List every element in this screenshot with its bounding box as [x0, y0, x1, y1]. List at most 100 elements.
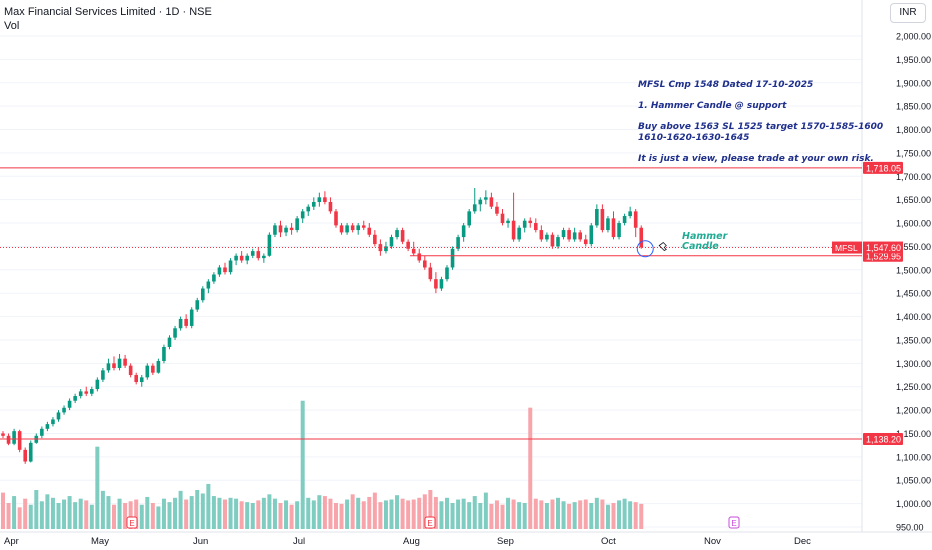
candle-body: [595, 209, 599, 226]
volume-bar: [589, 503, 594, 529]
volume-bar: [89, 504, 94, 529]
candle-body: [545, 234, 549, 240]
candle-body: [550, 234, 555, 247]
candle-body: [73, 396, 77, 401]
candle-body: [101, 370, 105, 380]
volume-bar: [622, 498, 627, 529]
volume-bar: [62, 499, 67, 529]
volume-bar: [422, 494, 427, 529]
candle-body: [606, 218, 610, 231]
candle-body: [151, 365, 155, 373]
volume-bar: [6, 503, 11, 529]
volume-bar: [489, 503, 494, 529]
candle-body: [600, 209, 605, 231]
price-level-label: 1,718.05: [866, 163, 901, 173]
volume-bar: [583, 499, 588, 529]
price-level-label: 1,529.95: [866, 251, 901, 261]
candle-body: [262, 255, 266, 259]
volume-bar: [195, 490, 200, 529]
candle-body: [461, 225, 466, 238]
volume-bar: [112, 504, 116, 529]
candle-body: [184, 318, 188, 326]
y-tick-label: 1,300.00: [896, 359, 931, 369]
x-tick-label: Sep: [497, 536, 514, 547]
volume-bar: [494, 500, 499, 529]
volume-bar: [445, 497, 449, 529]
candle-body: [306, 206, 311, 212]
volume-bar: [594, 497, 599, 529]
candle-body: [578, 232, 582, 240]
y-tick-label: 1,800.00: [896, 125, 931, 135]
volume-bar: [472, 496, 477, 529]
candle-body: [267, 234, 272, 256]
volume-bar: [328, 498, 333, 529]
candle-body: [23, 449, 27, 462]
volume-bar: [367, 496, 372, 529]
y-tick-label: 1,150.00: [896, 429, 931, 439]
candle-body: [67, 400, 72, 408]
chart-title: Max Financial Services Limited · 1D · NS…: [4, 6, 212, 18]
volume-bar: [628, 501, 633, 529]
y-tick-label: 1,200.00: [896, 406, 931, 416]
volume-bar: [439, 501, 444, 529]
candle-body: [189, 309, 194, 326]
volume-bar: [73, 502, 78, 529]
candle-body: [639, 227, 644, 248]
volume-bar: [156, 506, 161, 529]
volume-bar: [550, 499, 555, 529]
candle-body: [400, 230, 405, 242]
candle-body: [250, 251, 255, 256]
candle-body: [423, 260, 427, 268]
volume-bar: [372, 492, 377, 529]
volume-bar: [261, 497, 266, 529]
volume-bar: [544, 503, 549, 529]
hammer-highlight-circle: [636, 240, 654, 258]
x-tick-label: Nov: [704, 536, 721, 547]
candle-body: [345, 225, 349, 233]
earnings-marker: [424, 516, 436, 529]
candle-body: [445, 267, 449, 280]
candle-body: [284, 227, 288, 233]
candle-body: [123, 358, 127, 366]
volume-bar: [428, 490, 433, 529]
volume-bar: [84, 500, 89, 529]
candle-body: [245, 255, 249, 261]
candle-body: [450, 248, 455, 268]
x-tick-label: Jul: [293, 536, 305, 547]
volume-bar: [245, 502, 250, 529]
candle-body: [295, 218, 299, 231]
volume-bar: [39, 501, 44, 529]
currency-selector[interactable]: INR: [890, 3, 926, 23]
candle-body: [145, 365, 150, 378]
earnings-marker-label: E: [427, 519, 432, 528]
candle-body: [273, 225, 277, 235]
earnings-marker: [728, 516, 740, 529]
volume-bar: [228, 497, 233, 529]
candle-body: [528, 220, 533, 224]
candle-body: [28, 442, 33, 462]
candle-body: [467, 211, 471, 226]
candle-body: [201, 288, 205, 301]
volume-bar: [506, 497, 511, 529]
volume-bar: [500, 504, 505, 529]
volume-bar: [178, 490, 183, 529]
candle-body: [323, 197, 327, 203]
y-tick-label: 2,000.00: [896, 32, 931, 42]
volume-bar: [511, 499, 516, 529]
candle-body: [62, 407, 66, 413]
volume-bar: [467, 502, 472, 529]
volume-bar: [395, 495, 400, 529]
candle-body: [356, 225, 360, 231]
symbol-tag: [832, 241, 862, 254]
candle-body: [506, 220, 510, 224]
candle-body: [378, 244, 383, 252]
volume-bar: [23, 498, 28, 529]
volume-bar: [145, 496, 150, 529]
candle-body: [500, 213, 505, 224]
volume-bar: [306, 497, 311, 529]
volume-bar: [123, 503, 128, 529]
candle-body: [373, 234, 377, 245]
y-tick-label: 1,600.00: [896, 219, 931, 229]
candle-body: [206, 281, 211, 289]
